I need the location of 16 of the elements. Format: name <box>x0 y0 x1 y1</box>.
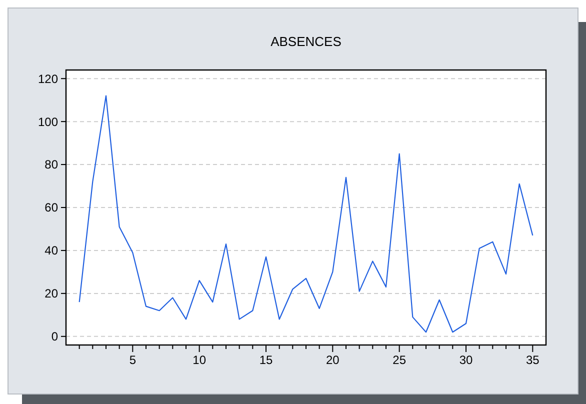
y-tick-label: 40 <box>44 244 58 258</box>
y-tick-label: 60 <box>44 200 58 215</box>
chart-title: ABSENCES <box>270 34 342 49</box>
x-tick-label: 35 <box>526 353 540 367</box>
y-tick-label: 100 <box>38 114 58 129</box>
x-tick-label: 25 <box>392 353 406 367</box>
y-tick-label: 0 <box>51 330 58 344</box>
x-tick-label: 30 <box>459 353 473 367</box>
x-tick-label: 5 <box>129 353 136 367</box>
y-tick-label: 80 <box>44 158 58 172</box>
line-series <box>78 95 534 333</box>
x-tick-label: 10 <box>192 353 206 367</box>
x-tick-label: 15 <box>259 353 273 367</box>
y-tick-label: 120 <box>38 72 58 86</box>
y-tick-label: 20 <box>44 286 58 301</box>
x-tick-label: 20 <box>326 353 340 367</box>
